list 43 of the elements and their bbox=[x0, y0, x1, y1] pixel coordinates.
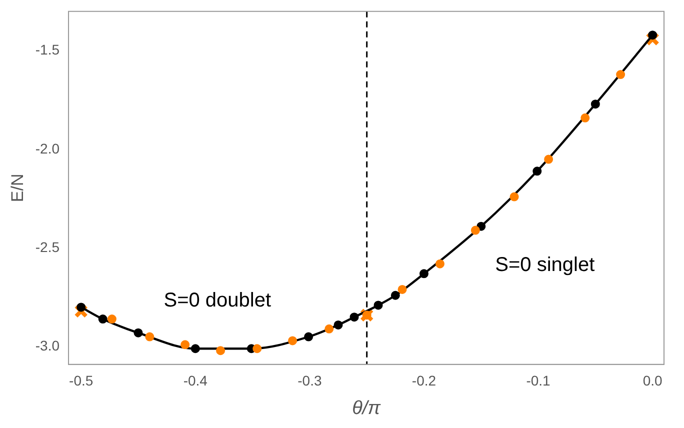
point bbox=[145, 332, 154, 342]
point bbox=[435, 259, 444, 268]
point bbox=[334, 320, 343, 330]
point bbox=[590, 100, 600, 109]
x-tick-label: 0.0 bbox=[642, 372, 663, 389]
point bbox=[216, 346, 226, 356]
x-tick-label: -0.5 bbox=[69, 372, 94, 389]
x-tick-label: -0.4 bbox=[183, 372, 208, 389]
point bbox=[390, 290, 400, 300]
point bbox=[134, 328, 143, 338]
point bbox=[580, 113, 590, 122]
point bbox=[350, 312, 359, 322]
point bbox=[304, 332, 314, 342]
point bbox=[648, 30, 658, 40]
point bbox=[398, 284, 407, 294]
point bbox=[288, 336, 298, 346]
x-tick-label: -0.3 bbox=[298, 372, 322, 389]
point bbox=[252, 344, 262, 354]
annotation: S=0 singlet bbox=[495, 254, 596, 276]
y-tick-label: -3.0 bbox=[35, 338, 60, 354]
point bbox=[616, 70, 626, 80]
point bbox=[646, 32, 660, 46]
point bbox=[180, 340, 190, 350]
point bbox=[532, 166, 542, 176]
point bbox=[74, 304, 88, 318]
point bbox=[107, 314, 116, 324]
y-tick-label: -2.5 bbox=[35, 238, 60, 255]
annotation: S=0 doublet bbox=[164, 289, 272, 312]
point bbox=[324, 324, 334, 334]
point bbox=[470, 226, 480, 235]
point bbox=[374, 300, 383, 310]
point bbox=[510, 192, 519, 202]
y-tick-label: -1.5 bbox=[35, 42, 60, 58]
x-axis-title: θ/π bbox=[352, 398, 382, 419]
x-tick-label: -0.2 bbox=[412, 372, 436, 389]
point bbox=[419, 269, 428, 278]
point bbox=[190, 344, 200, 354]
y-tick-label: -2.0 bbox=[35, 140, 60, 156]
x-tick-label: -0.1 bbox=[526, 372, 551, 389]
y-axis-title: E/N bbox=[8, 174, 27, 202]
point bbox=[98, 314, 108, 324]
point bbox=[76, 302, 86, 312]
point bbox=[544, 154, 554, 164]
